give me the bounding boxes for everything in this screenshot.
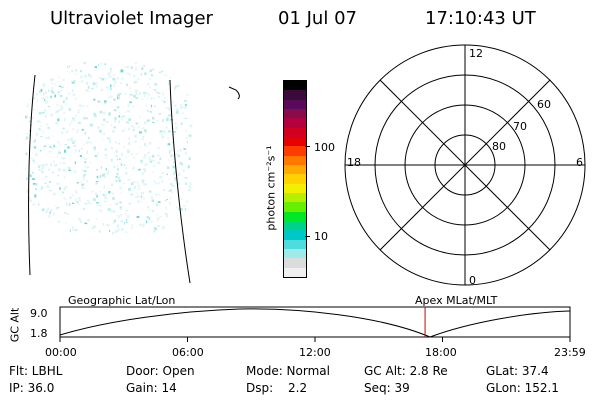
- status-gain: Gain: 14: [126, 381, 177, 395]
- mlt-label-6: 6: [576, 156, 583, 169]
- earth-limb-left: [28, 74, 36, 276]
- strip-ymin-label: 1.8: [30, 327, 48, 340]
- lat-label-80: 80: [492, 140, 506, 153]
- colorbar-segment: [284, 220, 306, 231]
- time-tick-marks: [59, 337, 571, 342]
- colorbar-segment: [284, 81, 306, 91]
- strip-left-caption: Geographic Lat/Lon: [68, 294, 176, 307]
- colorbar-tick-10: 10: [314, 230, 328, 243]
- status-ip: IP: 36.0: [9, 381, 55, 395]
- mlt-label-18: 18: [347, 156, 361, 169]
- strip-right-caption: Apex MLat/MLT: [415, 294, 498, 307]
- colorbar-segment: [284, 108, 306, 119]
- time-label: 17:10:43 UT: [425, 8, 536, 29]
- colorbar-tick-100: 100: [314, 141, 335, 154]
- time-tick-label: 00:00: [45, 346, 77, 359]
- colorbar-segment: [284, 99, 306, 109]
- colorbar-segment: [284, 248, 306, 259]
- instrument-title: Ultraviolet Imager: [50, 8, 213, 29]
- colorbar-segment: [284, 174, 306, 184]
- colorbar-segment: [284, 211, 306, 221]
- colorbar-tick-marks: [305, 236, 310, 237]
- status-filter: Flt: LBHL: [9, 364, 63, 378]
- colorbar-segment: [284, 136, 306, 147]
- colorbar-segment: [284, 118, 306, 128]
- colorbar-segment: [284, 202, 306, 212]
- date-label: 01 Jul 07: [278, 8, 357, 29]
- colorbar-segment: [284, 90, 306, 100]
- colorbar-tick-marks: [305, 146, 310, 147]
- status-gc-alt: GC Alt: 2.8 Re: [364, 364, 448, 378]
- colorbar-segment: [284, 183, 306, 193]
- colorbar-segment: [284, 267, 306, 277]
- status-glat: GLat: 37.4: [486, 364, 549, 378]
- time-tick-label: 12:00: [299, 346, 331, 359]
- colorbar-segment: [284, 258, 306, 268]
- colorbar: [283, 80, 307, 278]
- colorbar-segment: [284, 239, 306, 249]
- status-dsp-label: Dsp:: [246, 381, 274, 395]
- status-dsp-value: 2.2: [288, 381, 308, 395]
- time-tick-label: 06:00: [172, 346, 204, 359]
- status-seq: Seq: 39: [364, 381, 410, 395]
- lat-label-60: 60: [537, 98, 551, 111]
- status-door: Door: Open: [126, 364, 195, 378]
- colorbar-segment: [284, 127, 306, 137]
- earth-limb-right: [169, 79, 191, 284]
- mlt-label-12: 12: [469, 47, 483, 60]
- time-tick-label: 23:59: [554, 346, 586, 359]
- altitude-curve: [59, 308, 571, 338]
- time-tick-label: 18:00: [425, 346, 457, 359]
- lat-label-70: 70: [513, 120, 527, 133]
- status-mode: Mode: Normal: [246, 364, 330, 378]
- strip-ymax-label: 9.0: [30, 307, 48, 320]
- colorbar-segment: [284, 164, 306, 175]
- mlt-label-0: 0: [469, 274, 476, 287]
- colorbar-segment: [284, 230, 306, 240]
- uv-emission-speckles: [25, 62, 193, 235]
- colorbar-segment: [284, 155, 306, 165]
- earth-limb-curve: [228, 86, 240, 100]
- status-glon: GLon: 152.1: [486, 381, 559, 395]
- colorbar-segment: [284, 192, 306, 203]
- colorbar-segment: [284, 146, 306, 156]
